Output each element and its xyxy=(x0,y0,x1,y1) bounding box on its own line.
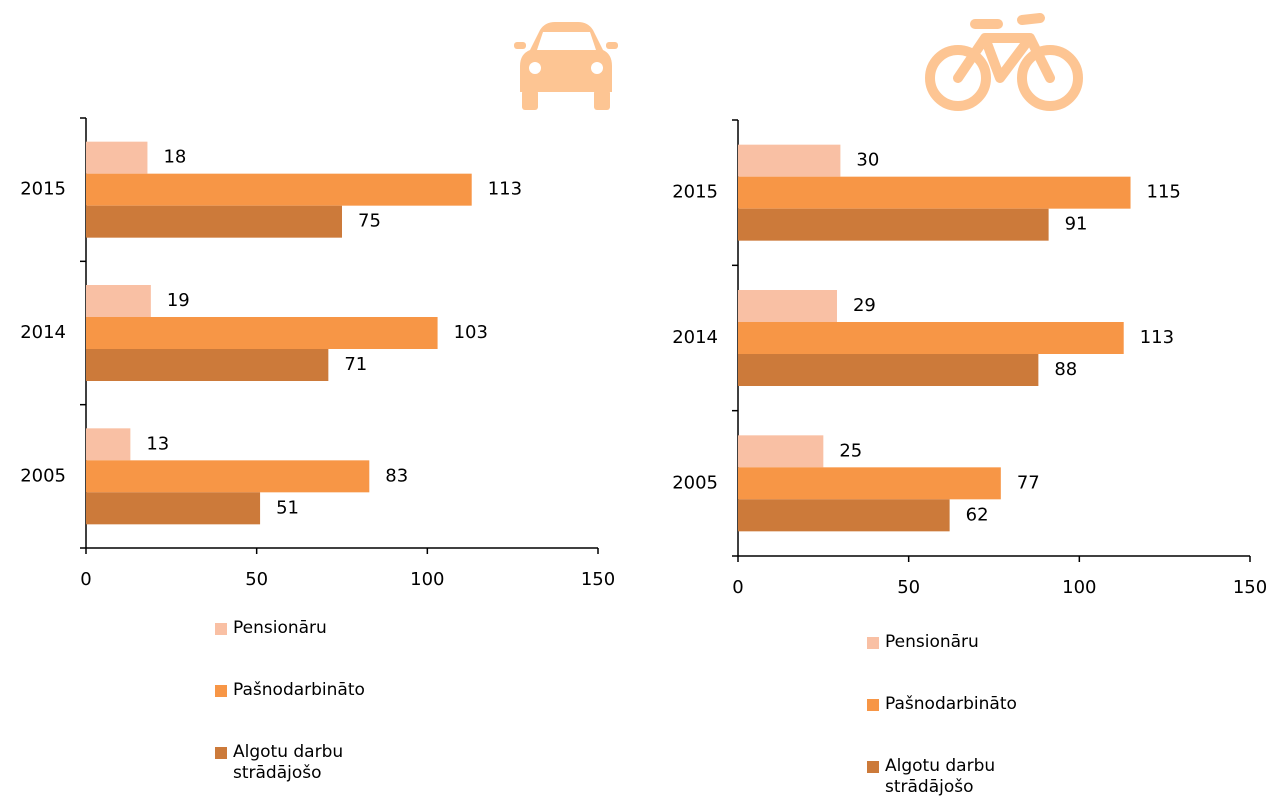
legend-entry: Pensionāru xyxy=(215,618,373,639)
bar xyxy=(738,322,1124,354)
legend-swatch xyxy=(215,747,227,759)
x-tick-label: 100 xyxy=(1062,577,1096,598)
data-label: 62 xyxy=(966,504,989,525)
bar xyxy=(86,141,148,174)
bar xyxy=(738,467,1001,500)
y-tick-label: 2014 xyxy=(20,322,66,343)
data-label: 77 xyxy=(1017,472,1040,493)
car-icon xyxy=(514,22,618,110)
data-label: 71 xyxy=(344,354,367,375)
bar xyxy=(86,492,261,525)
legend-label: Pensionāru xyxy=(885,632,979,652)
data-label: 115 xyxy=(1147,182,1181,203)
legend-entry: Pašnodarbināto xyxy=(867,694,1025,715)
bar xyxy=(738,290,837,322)
y-tick-label: 2015 xyxy=(672,182,718,203)
legend-label: Pašnodarbināto xyxy=(885,694,1017,714)
data-label: 103 xyxy=(454,322,488,343)
legend-entry: Pensionāru xyxy=(867,632,1025,653)
x-tick-label: 0 xyxy=(732,577,743,598)
data-label: 29 xyxy=(853,295,876,316)
legend-entry: Algotu darbu strādājošo xyxy=(215,742,373,784)
data-label: 25 xyxy=(839,440,862,461)
legend-swatch xyxy=(867,637,879,649)
data-label: 113 xyxy=(488,179,522,200)
data-label: 19 xyxy=(167,290,190,311)
y-tick-label: 2005 xyxy=(20,465,66,486)
bar xyxy=(738,208,1049,241)
data-label: 18 xyxy=(163,147,186,168)
bar xyxy=(738,499,950,532)
data-label: 30 xyxy=(856,150,879,171)
x-tick-label: 100 xyxy=(410,569,444,590)
bar xyxy=(738,435,824,468)
x-tick-label: 50 xyxy=(245,569,268,590)
x-tick-label: 150 xyxy=(1233,577,1267,598)
legend-label: Algotu darbu strādājošo xyxy=(233,742,344,783)
bar xyxy=(86,285,151,317)
bar xyxy=(738,144,841,177)
legend-swatch xyxy=(215,623,227,635)
bicycle-icon xyxy=(925,13,1083,111)
legend-swatch xyxy=(215,685,227,697)
x-tick-label: 150 xyxy=(581,569,615,590)
legend-entry: Pašnodarbināto xyxy=(215,680,373,701)
data-label: 91 xyxy=(1065,214,1088,235)
legend-swatch xyxy=(867,699,879,711)
data-label: 113 xyxy=(1140,327,1174,348)
data-label: 13 xyxy=(146,433,169,454)
bar xyxy=(86,460,370,493)
legend-label: Algotu darbu strādājošo xyxy=(885,756,996,797)
data-label: 51 xyxy=(276,497,299,518)
bar xyxy=(738,354,1039,386)
legend-label: Pašnodarbināto xyxy=(233,680,365,700)
y-tick-label: 2015 xyxy=(20,179,66,200)
bar xyxy=(86,205,342,238)
legend-entry: Algotu darbu strādājošo xyxy=(867,756,1025,798)
bar xyxy=(86,428,131,461)
y-tick-label: 2005 xyxy=(672,472,718,493)
data-label: 83 xyxy=(385,465,408,486)
data-label: 88 xyxy=(1054,359,1077,380)
x-tick-label: 0 xyxy=(80,569,91,590)
bar xyxy=(86,317,438,349)
bar xyxy=(738,176,1131,209)
bar xyxy=(86,173,472,206)
legend-swatch xyxy=(867,761,879,773)
y-tick-label: 2014 xyxy=(672,327,718,348)
x-tick-label: 50 xyxy=(897,577,920,598)
bar xyxy=(86,349,329,381)
data-label: 75 xyxy=(358,211,381,232)
legend-label: Pensionāru xyxy=(233,618,327,638)
